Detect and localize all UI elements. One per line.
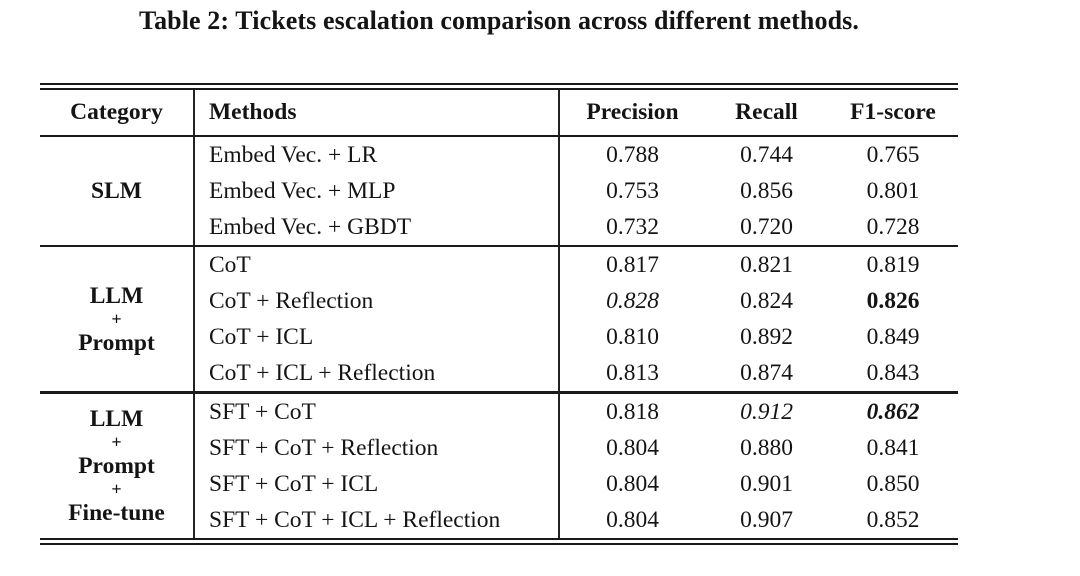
category-label-line: + [111,479,122,499]
category-label-line: Prompt [78,453,155,479]
precision-cell: 0.804 [606,434,659,461]
table-row: CoT + ICL 0.810 0.892 0.849 [40,319,958,355]
col-header-methods: Methods [195,90,560,137]
f1-score-cell: 0.849 [866,323,920,350]
recall-cell: 0.912 [705,391,828,430]
f1-score-cell: 0.765 [866,141,920,168]
recall-cell: 0.744 [740,141,793,168]
category-label-line: + [111,432,122,452]
col-header-recall: Recall [705,90,828,137]
recall-cell: 0.720 [740,213,793,240]
precision-cell: 0.810 [606,323,659,350]
f1-score-cell: 0.841 [866,434,920,461]
method-cell: CoT [195,245,560,283]
precision-cell: 0.732 [606,213,659,240]
precision-cell: 0.804 [606,506,659,533]
precision-cell: 0.753 [606,177,659,204]
recall-cell: 0.856 [740,177,793,204]
method-cell: SFT + CoT [195,391,560,430]
recall-cell: 0.901 [740,470,793,497]
f1-score-cell: 0.862 [828,391,958,430]
method-cell: Embed Vec. + GBDT [195,209,560,245]
table-row: SFT + CoT + ICL 0.804 0.901 0.850 [40,466,958,502]
f1-score-cell: 0.843 [866,359,920,386]
table-row: Embed Vec. + GBDT 0.732 0.720 0.728 [40,209,958,245]
recall-cell: 0.880 [740,434,793,461]
recall-cell: 0.892 [740,323,793,350]
table-row: Embed Vec. + MLP 0.753 0.856 0.801 [40,173,958,209]
precision-cell: 0.804 [606,470,659,497]
recall-cell: 0.874 [740,359,793,386]
method-cell: SFT + CoT + Reflection [195,430,560,466]
f1-score-cell: 0.852 [866,506,920,533]
category-label-line: LLM [89,406,144,432]
precision-cell: 0.817 [560,245,705,283]
recall-cell: 0.821 [705,245,828,283]
method-cell: CoT + Reflection [195,283,560,319]
category-label-line: + [111,308,122,329]
table-row: SFT + CoT + ICL + Reflection 0.804 0.907 0.… [40,502,958,538]
f1-score-cell: 0.801 [866,177,920,204]
precision-cell: 0.813 [606,359,659,386]
table-row: CoT + ICL + Reflection 0.813 0.874 0.843 [40,355,958,391]
f1-score-cell: 0.826 [866,287,920,314]
col-header-precision: Precision [560,90,705,137]
method-cell: CoT + ICL + Reflection [195,355,560,391]
precision-cell: 0.828 [606,287,659,314]
table-caption: Table 2: Tickets escalation comparison a… [139,6,859,35]
results-table: Category Methods Precision Recall F1-score S… [40,83,958,545]
col-header-category: Category [40,90,195,137]
f1-score-cell: 0.819 [828,245,958,283]
table-row: LLM + Prompt CoT 0.817 0.821 0.819 [40,245,958,391]
category-label-line: Prompt [78,329,155,356]
category-label-line: Fine-tune [68,500,165,526]
f1-score-cell: 0.850 [866,470,920,497]
method-cell: CoT + ICL [195,319,560,355]
table-body: SLM Embed Vec. + LR 0.788 0.744 0.765 Embed V… [40,137,958,538]
method-cell: SFT + CoT + ICL + Reflection [195,502,560,538]
precision-cell: 0.818 [560,391,705,430]
table-header: Category Methods Precision Recall F1-score [40,90,958,137]
header-row: Category Methods Precision Recall F1-score [40,90,958,137]
recall-cell: 0.824 [740,287,793,314]
category-label-line: LLM [89,282,144,309]
category-cell: SLM [40,137,195,245]
method-cell: Embed Vec. + MLP [195,173,560,209]
table-row: LLM + Prompt + Fine-tune SFT + CoT 0.818 0.912 0… [40,391,958,538]
table-row: SFT + CoT + Reflection 0.804 0.880 0.841 [40,430,958,466]
table-row: SLM Embed Vec. + LR 0.788 0.744 0.765 [40,137,958,245]
method-cell: Embed Vec. + LR [195,137,560,173]
category-cell: LLM + Prompt [40,245,195,391]
category-label-line: SLM [91,178,142,204]
precision-cell: 0.788 [606,141,659,168]
method-cell: SFT + CoT + ICL [195,466,560,502]
col-header-f1-score: F1-score [828,90,958,137]
table-row: CoT + Reflection 0.828 0.824 0.826 [40,283,958,319]
recall-cell: 0.907 [740,506,793,533]
f1-score-cell: 0.728 [866,213,920,240]
category-cell: LLM + Prompt + Fine-tune [40,391,195,538]
